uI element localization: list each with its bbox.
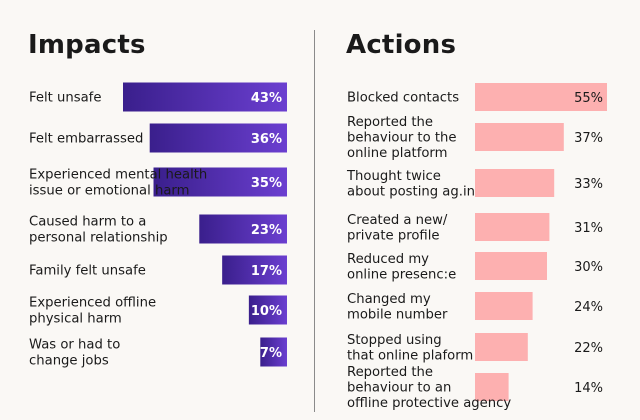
actions-category-label: Blocked contacts (347, 91, 459, 106)
actions-bar (475, 292, 533, 320)
actions-bar (475, 252, 547, 280)
actions-value-label: 31% (574, 221, 603, 236)
actions-value-label: 37% (574, 131, 603, 146)
actions-category-label: Thought twice about posting ag.in (346, 169, 475, 200)
impacts-category-label: Felt unsafe (29, 91, 101, 106)
actions-category-label: Stopped using that online plaform (347, 333, 473, 364)
actions-bar (475, 83, 607, 111)
actions-value-label: 33% (574, 177, 603, 192)
impacts-category-label: Caused harm to a personal relationship (29, 215, 168, 246)
actions-value-label: 30% (574, 260, 603, 275)
impacts-bar (153, 167, 287, 197)
actions-bar (475, 123, 564, 151)
impacts-value-label: 43% (251, 91, 282, 106)
impacts-bar (248, 295, 287, 325)
actions-title: Actions (346, 30, 457, 60)
actions-value-label: 14% (574, 381, 603, 396)
impacts-category-label: Felt embarrassed (29, 132, 143, 147)
actions-bar (475, 169, 555, 197)
impacts-bar (222, 255, 287, 285)
impacts-value-label: 7% (260, 346, 282, 361)
actions-bar (475, 373, 509, 401)
impacts-value-label: 36% (251, 132, 282, 147)
actions-category-label: Reported the behaviour to the online platf… (347, 115, 457, 161)
impacts-bar (123, 82, 287, 112)
impacts-value-label: 35% (251, 176, 282, 191)
impacts-category-label: Experienced offline physical harm (29, 296, 156, 327)
actions-bar (475, 333, 528, 361)
impacts-bars: 43% Felt unsafe 36% Felt embarrassed 35% Expe… (29, 82, 287, 369)
panel-divider (314, 30, 315, 412)
actions-value-label: 24% (574, 300, 603, 315)
actions-value-label: 22% (574, 341, 603, 356)
impacts-bar (199, 214, 287, 244)
impacts-value-label: 10% (251, 304, 282, 319)
impacts-title: Impacts (28, 30, 146, 60)
actions-category-label: Reduced my online presenc:e (347, 252, 456, 283)
impacts-bar (260, 337, 287, 367)
impacts-value-label: 23% (251, 223, 282, 238)
actions-value-label: 55% (574, 91, 603, 106)
impacts-bar (149, 123, 287, 153)
actions-category-label: Changed my mobile number (347, 292, 448, 323)
actions-bars: 55% Blocked contacts 37% Reported the behavi… (346, 83, 607, 411)
impacts-category-label: Experienced mental health issue or emotio… (29, 168, 207, 199)
actions-bar (475, 213, 550, 241)
actions-category-label: Created a new/private profile (347, 213, 448, 244)
actions-category-label: Reported the behaviour to an offline prote… (347, 365, 511, 411)
impacts-category-label: Family felt unsafe (29, 264, 146, 279)
impacts-value-label: 17% (251, 264, 282, 279)
impacts-category-label: Was or had to change jobs (29, 338, 120, 369)
